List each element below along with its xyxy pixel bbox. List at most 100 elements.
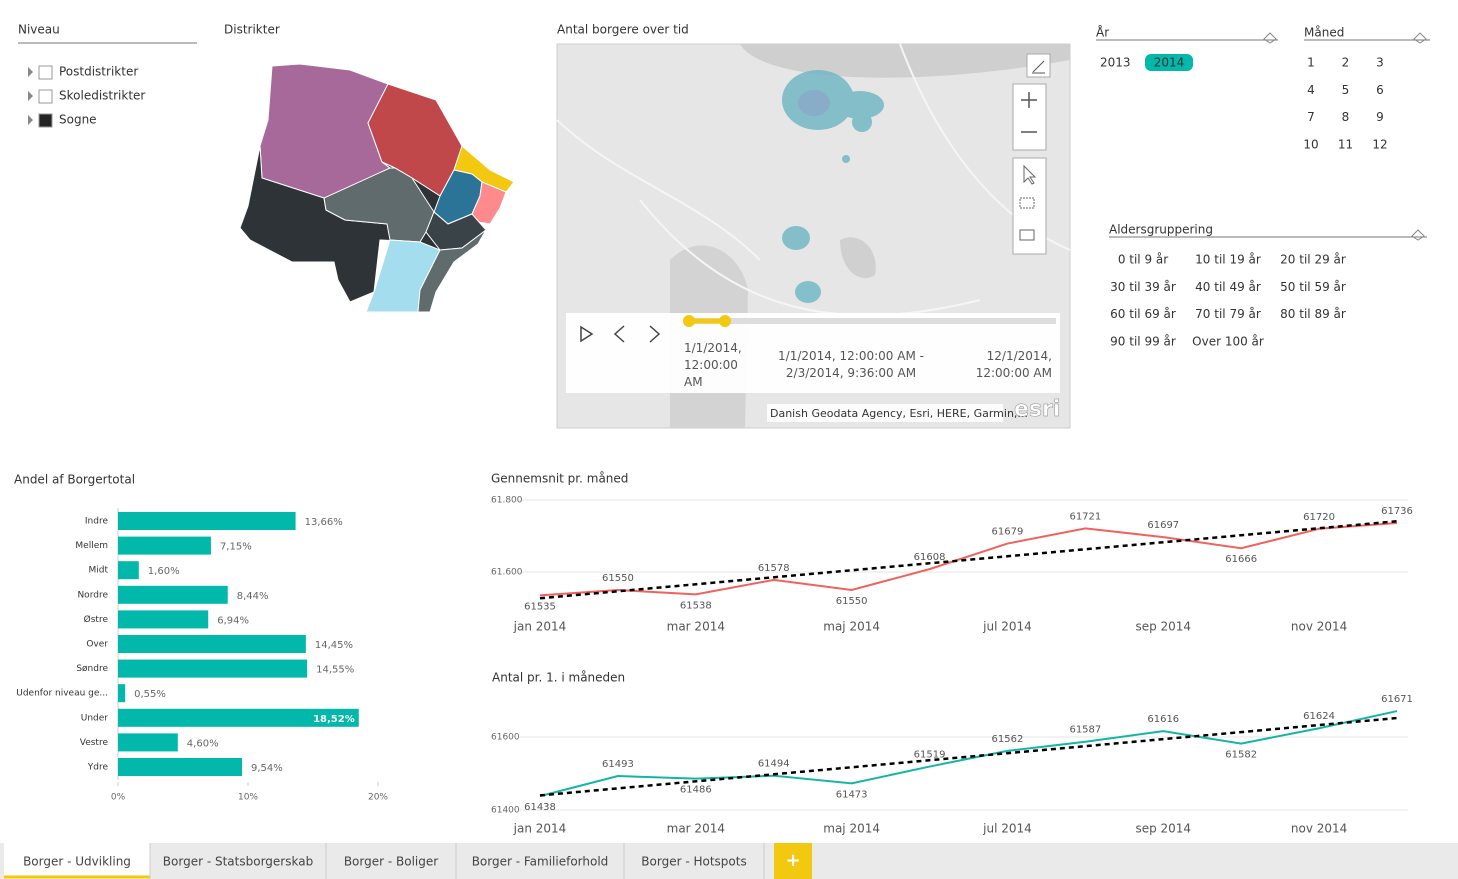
zoom-in[interactable] — [1021, 92, 1037, 108]
x-tick-label: nov 2014 — [1291, 620, 1347, 634]
slicer-item[interactable]: 30 til 39 år — [1110, 280, 1176, 294]
y-tick-label: Over — [86, 640, 108, 650]
timeline-handle[interactable] — [683, 315, 695, 327]
slicer-item[interactable]: 7 — [1307, 110, 1315, 124]
slicer-item[interactable]: 10 — [1303, 137, 1318, 151]
slicer-item[interactable]: 2 — [1342, 56, 1350, 70]
slicer-item[interactable]: Postdistrikter — [59, 65, 138, 79]
y-tick-label: Vestre — [80, 738, 109, 748]
checkbox[interactable] — [38, 65, 53, 80]
previous-button[interactable] — [613, 325, 625, 343]
rect-select[interactable] — [1019, 197, 1035, 209]
slicer-item[interactable]: 70 til 79 år — [1195, 307, 1261, 321]
district — [471, 181, 507, 225]
bar[interactable] — [118, 610, 209, 629]
tab-label[interactable]: Borger - Familieforhold — [472, 855, 609, 869]
clear-icon[interactable] — [1413, 32, 1427, 44]
edit-button[interactable] — [1026, 53, 1051, 78]
slicer-item[interactable]: 3 — [1376, 56, 1384, 70]
x-tick-label: sep 2014 — [1135, 620, 1191, 634]
play-button[interactable] — [580, 325, 594, 343]
x-tick-label: jan 2014 — [513, 822, 567, 836]
attribution-box — [767, 404, 1003, 422]
tab-label[interactable]: Borger - Udvikling — [23, 855, 131, 869]
slicer-item[interactable]: 80 til 89 år — [1280, 307, 1346, 321]
slicer-title: År — [1096, 25, 1109, 40]
line — [539, 522, 1398, 597]
slicer-item[interactable]: 9 — [1376, 110, 1384, 124]
expand-arrow[interactable] — [28, 91, 33, 101]
heat-blob — [836, 91, 884, 119]
slicer-item[interactable]: 2014 — [1154, 56, 1185, 70]
timeline-end: 12/1/2014, 12:00:00 AM — [975, 349, 1052, 380]
slicer-item[interactable]: Skoledistrikter — [59, 89, 145, 103]
expand-arrow[interactable] — [28, 115, 33, 125]
checkbox[interactable] — [38, 89, 53, 104]
bar[interactable] — [118, 585, 228, 604]
slicer-item[interactable]: 4 — [1307, 83, 1315, 97]
timeline-handle[interactable] — [719, 315, 731, 327]
timeline-current: 1/1/2014, 12:00:00 AM - 2/3/2014, 9:36:0… — [778, 349, 924, 380]
slicer-item[interactable]: 5 — [1342, 83, 1350, 97]
checkbox[interactable] — [38, 113, 53, 128]
slicer-item[interactable]: 11 — [1338, 137, 1353, 151]
bar[interactable] — [118, 635, 306, 653]
slicer-item[interactable]: 60 til 69 år — [1110, 307, 1176, 321]
chart-title: Antal pr. 1. i måneden — [492, 671, 625, 685]
data-label: 4,60% — [187, 738, 219, 749]
clear-icon[interactable] — [1263, 32, 1277, 44]
data-label: 61486 — [680, 785, 712, 796]
slicer-item[interactable]: Sogne — [59, 113, 97, 127]
y-tick-label: Østre — [84, 614, 109, 625]
tab-label[interactable]: Borger - Boliger — [344, 855, 438, 869]
slicer-item[interactable]: Over 100 år — [1192, 334, 1264, 348]
tab-label[interactable]: Borger - Hotspots — [641, 855, 746, 869]
lasso-select[interactable] — [1019, 229, 1035, 241]
y-tick-label: 61.600 — [491, 568, 523, 578]
bar[interactable] — [118, 684, 126, 703]
heat-map: Danish Geodata Agency, Esri, HERE, Garmi… — [556, 43, 1071, 429]
data-label: 0,55% — [134, 689, 166, 700]
data-label: 61616 — [1147, 714, 1179, 725]
next-button[interactable] — [649, 325, 661, 343]
slicer-item[interactable]: 0 til 9 år — [1118, 253, 1168, 267]
bar[interactable] — [118, 536, 211, 555]
expand-arrow[interactable] — [28, 67, 33, 77]
y-tick-label: Indre — [85, 517, 109, 527]
select-tool[interactable] — [1023, 164, 1037, 185]
slicer-item[interactable]: 2013 — [1100, 56, 1131, 70]
slicer-item[interactable]: 40 til 49 år — [1195, 280, 1261, 294]
slicer-item[interactable]: 10 til 19 år — [1195, 253, 1261, 267]
slicer-item[interactable]: 1 — [1307, 56, 1315, 70]
bar[interactable] — [118, 561, 139, 580]
add-page-button[interactable] — [774, 843, 812, 879]
x-tick-label: nov 2014 — [1291, 822, 1347, 836]
slicer-item[interactable]: 20 til 29 år — [1280, 253, 1346, 267]
tab-bar — [0, 843, 1458, 879]
data-label: 61624 — [1303, 711, 1335, 722]
bar[interactable] — [118, 733, 178, 752]
slicer-item[interactable]: 90 til 99 år — [1110, 334, 1176, 348]
bar[interactable] — [118, 708, 359, 727]
slicer-item[interactable]: 12 — [1372, 137, 1387, 151]
tab-active[interactable] — [4, 843, 150, 879]
tab-label[interactable]: Borger - Statsborgerskab — [163, 855, 313, 869]
slicer-item[interactable]: 50 til 59 år — [1280, 280, 1346, 294]
bar[interactable] — [118, 758, 243, 776]
y-tick-label: Ydre — [87, 763, 109, 773]
data-label: 61494 — [758, 759, 790, 770]
y-tick-label: 61400 — [491, 806, 520, 816]
x-tick-label: jul 2014 — [982, 822, 1032, 836]
slicer-item[interactable]: 8 — [1342, 110, 1350, 124]
data-label: 61562 — [992, 734, 1024, 745]
data-label: 6,94% — [217, 615, 249, 626]
district — [323, 167, 435, 243]
slicer-title: Niveau — [18, 23, 60, 37]
bar[interactable] — [118, 659, 308, 678]
bar[interactable] — [118, 512, 296, 530]
clear-icon[interactable] — [1411, 229, 1425, 241]
slicer-item[interactable]: 6 — [1376, 83, 1384, 97]
heat-blob — [795, 281, 821, 303]
data-label: 61721 — [1069, 511, 1101, 522]
